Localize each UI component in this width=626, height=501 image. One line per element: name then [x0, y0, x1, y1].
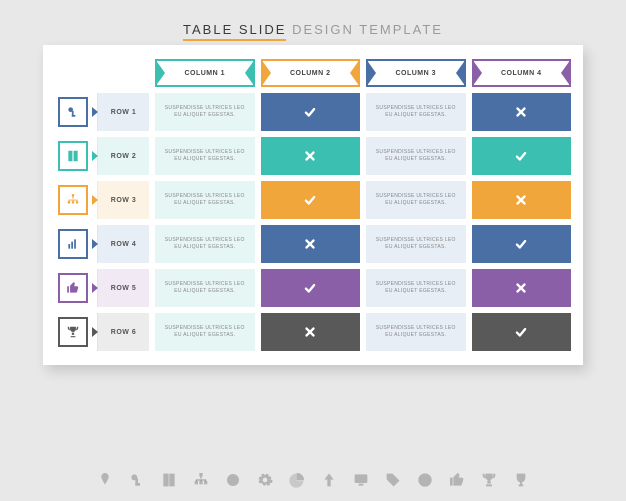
arrow-icon: [321, 472, 337, 493]
check-icon: [472, 137, 572, 175]
cell-text: SUSPENDISSE ULTRICES LEO EU ALIQUET EGES…: [155, 313, 255, 351]
column-header-2: COLUMN 2: [261, 59, 361, 87]
cross-icon: [261, 313, 361, 351]
row-icon-2: [55, 137, 91, 175]
cross-icon: [472, 181, 572, 219]
spacer: [55, 59, 91, 87]
row-label-2: ROW 2: [97, 137, 149, 175]
cross-icon: [472, 269, 572, 307]
cup-icon: [513, 472, 529, 493]
title-light: DESIGN TEMPLATE: [292, 22, 443, 37]
column-header-3: COLUMN 3: [366, 59, 466, 87]
row-label-4: ROW 4: [97, 225, 149, 263]
tree-icon: [193, 472, 209, 493]
icon-strip: [0, 472, 626, 493]
column-header-1: COLUMN 1: [155, 59, 255, 87]
cell-text: SUSPENDISSE ULTRICES LEO EU ALIQUET EGES…: [366, 93, 466, 131]
key-icon: [129, 472, 145, 493]
cell-text: SUSPENDISSE ULTRICES LEO EU ALIQUET EGES…: [155, 269, 255, 307]
book-icon: [161, 472, 177, 493]
pin-icon: [97, 472, 113, 493]
gear-icon: [257, 472, 273, 493]
bullseye-icon: [417, 472, 433, 493]
row-icon-6: [55, 313, 91, 351]
trophy-icon: [481, 472, 497, 493]
check-icon: [261, 181, 361, 219]
row-icon-3: [55, 181, 91, 219]
check-icon: [472, 313, 572, 351]
cross-icon: [472, 93, 572, 131]
row-label-3: ROW 3: [97, 181, 149, 219]
check-icon: [472, 225, 572, 263]
row-label-5: ROW 5: [97, 269, 149, 307]
column-header-4: COLUMN 4: [472, 59, 572, 87]
cell-text: SUSPENDISSE ULTRICES LEO EU ALIQUET EGES…: [155, 225, 255, 263]
cell-text: SUSPENDISSE ULTRICES LEO EU ALIQUET EGES…: [155, 137, 255, 175]
row-icon-4: [55, 225, 91, 263]
thumb-icon: [449, 472, 465, 493]
target-icon: [225, 472, 241, 493]
slide-card: COLUMN 1COLUMN 2COLUMN 3COLUMN 4ROW 1SUS…: [43, 45, 583, 365]
check-icon: [261, 93, 361, 131]
cell-text: SUSPENDISSE ULTRICES LEO EU ALIQUET EGES…: [366, 137, 466, 175]
cross-icon: [261, 137, 361, 175]
cell-text: SUSPENDISSE ULTRICES LEO EU ALIQUET EGES…: [366, 225, 466, 263]
row-icon-1: [55, 93, 91, 131]
row-label-1: ROW 1: [97, 93, 149, 131]
tag-icon: [385, 472, 401, 493]
title-strong: TABLE SLIDE: [183, 22, 286, 41]
spacer: [97, 59, 149, 87]
page-title: TABLE SLIDE DESIGN TEMPLATE: [0, 0, 626, 45]
cell-text: SUSPENDISSE ULTRICES LEO EU ALIQUET EGES…: [155, 181, 255, 219]
cell-text: SUSPENDISSE ULTRICES LEO EU ALIQUET EGES…: [155, 93, 255, 131]
screen-icon: [353, 472, 369, 493]
row-icon-5: [55, 269, 91, 307]
pie-icon: [289, 472, 305, 493]
cell-text: SUSPENDISSE ULTRICES LEO EU ALIQUET EGES…: [366, 269, 466, 307]
cross-icon: [261, 225, 361, 263]
cell-text: SUSPENDISSE ULTRICES LEO EU ALIQUET EGES…: [366, 181, 466, 219]
cell-text: SUSPENDISSE ULTRICES LEO EU ALIQUET EGES…: [366, 313, 466, 351]
row-label-6: ROW 6: [97, 313, 149, 351]
check-icon: [261, 269, 361, 307]
